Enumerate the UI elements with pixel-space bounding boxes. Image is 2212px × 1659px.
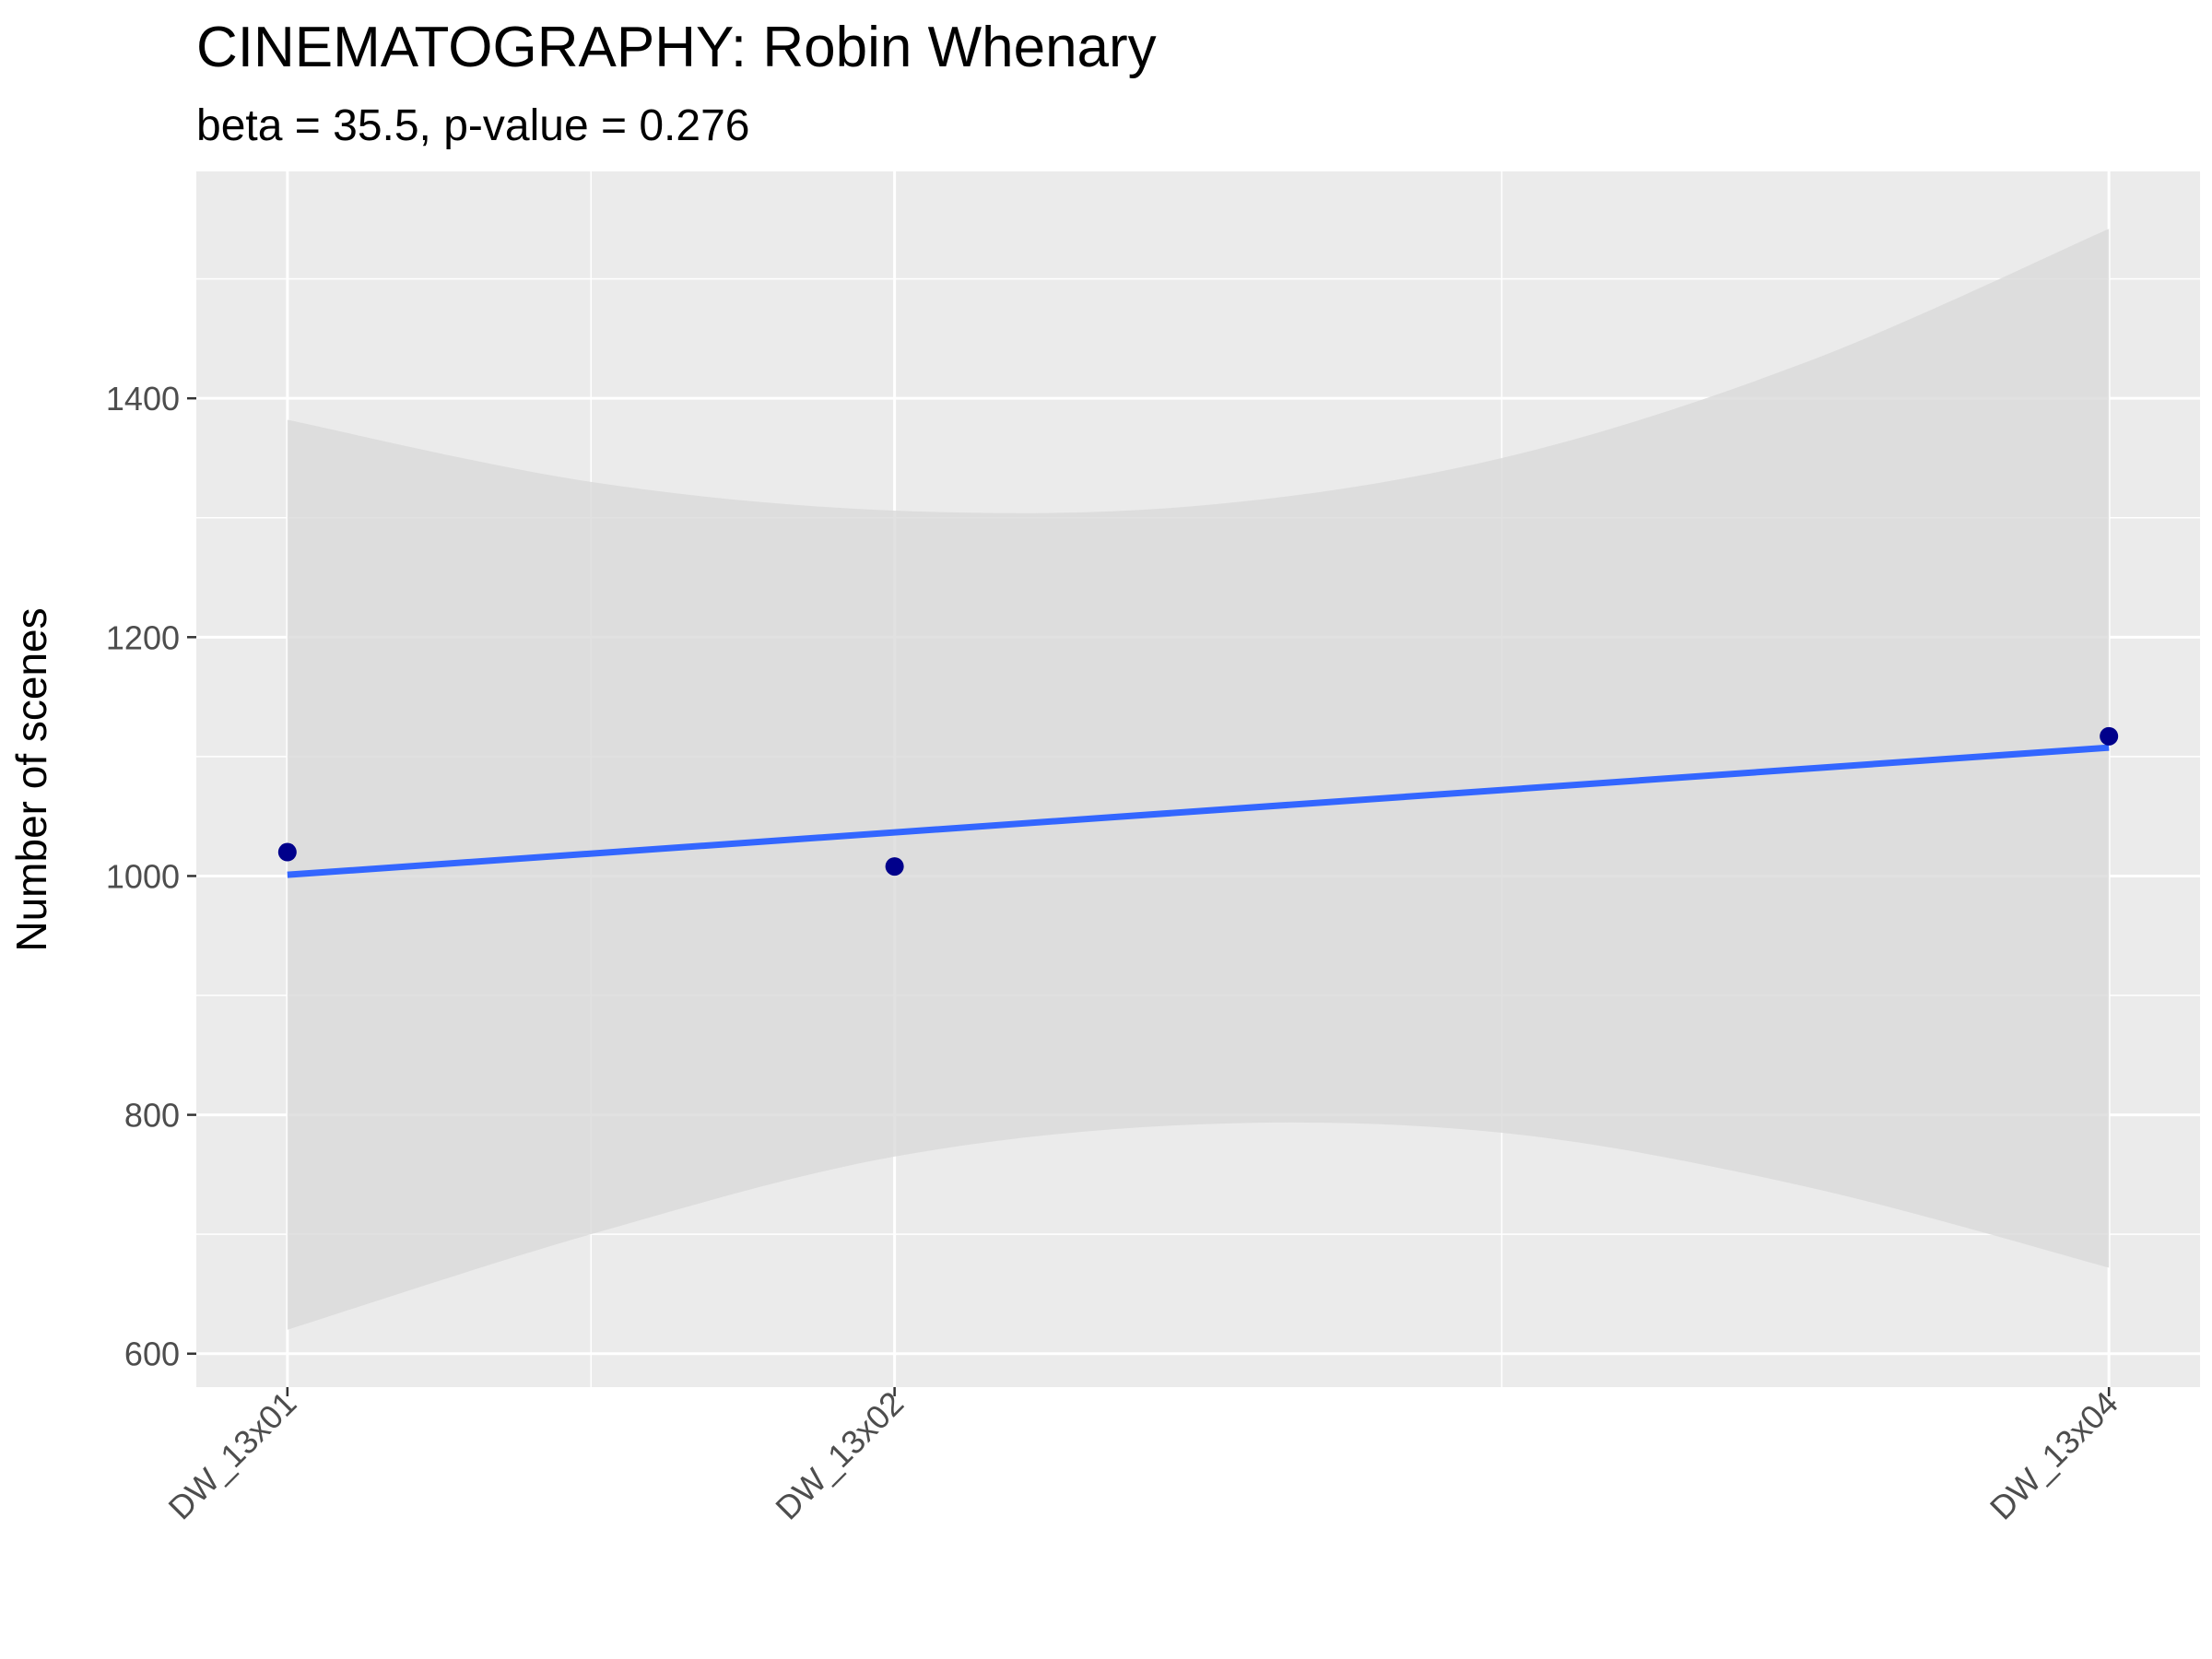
x-tick-label: DW_13x02: [768, 1384, 911, 1527]
data-point: [2100, 726, 2119, 746]
y-tick-label: 1000: [106, 857, 180, 895]
y-tick-label: 800: [124, 1097, 180, 1135]
fit-line: [287, 744, 2110, 878]
data-point: [885, 857, 904, 877]
y-axis: 600 800 1000 1200 1400: [106, 380, 196, 1373]
chart-title: CINEMATOGRAPHY: Robin Whenary: [196, 16, 1157, 79]
x-tick-label: DW_13x01: [161, 1384, 304, 1527]
chart-subtitle: beta = 35.5, p-value = 0.276: [196, 101, 749, 150]
data-point: [277, 842, 297, 862]
confidence-band: [287, 229, 2110, 1330]
y-tick-label: 600: [124, 1335, 180, 1373]
y-tick-label: 1200: [106, 618, 180, 656]
x-tick-label: DW_13x04: [1983, 1384, 2125, 1527]
y-axis-label: Number of scenes: [7, 607, 55, 951]
y-tick-label: 1400: [106, 380, 180, 418]
data-points: [277, 726, 2119, 877]
x-axis: DW_13x01 DW_13x02 DW_13x04: [161, 1384, 2125, 1527]
